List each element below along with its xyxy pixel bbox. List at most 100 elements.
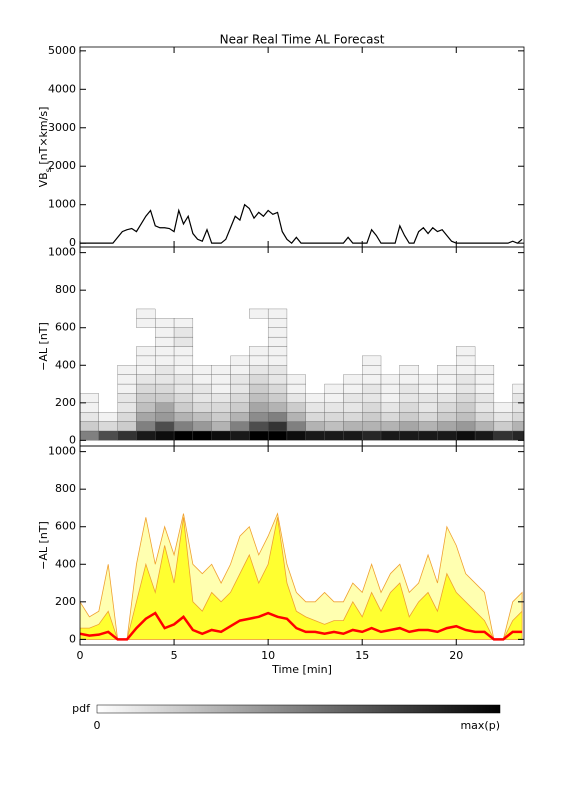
- heatmap-cell: [399, 393, 419, 403]
- heatmap-cell: [399, 402, 419, 413]
- heatmap-cell: [193, 356, 212, 365]
- heatmap-cell: [493, 430, 513, 441]
- heatmap-cell: [474, 383, 495, 394]
- heatmap-cell: [155, 383, 175, 394]
- heatmap-cell: [437, 347, 456, 356]
- heatmap-cell: [400, 318, 419, 327]
- heatmap-cell: [456, 346, 476, 357]
- heatmap-cell: [230, 365, 250, 375]
- heatmap-cell: [192, 393, 212, 403]
- heatmap-cell: [381, 318, 400, 327]
- heatmap-cell: [437, 383, 457, 394]
- heatmap-cell: [362, 318, 381, 327]
- heatmap-cell: [399, 421, 419, 432]
- heatmap-cell: [136, 421, 156, 432]
- heatmap-cell: [474, 402, 495, 413]
- heatmap-cell: [437, 393, 457, 403]
- heatmap-cell: [230, 374, 250, 385]
- heatmap-cell: [267, 318, 288, 328]
- heatmap-cell: [211, 393, 231, 403]
- heatmap-cell: [211, 402, 231, 413]
- heatmap-cell: [118, 356, 137, 365]
- heatmap-cell: [513, 318, 532, 327]
- heatmap-cell: [305, 402, 325, 413]
- heatmap-cell: [99, 375, 118, 384]
- heatmap-cell: [192, 365, 212, 375]
- heatmap-cell: [249, 337, 268, 346]
- heatmap-cell: [324, 430, 344, 441]
- heatmap-cell: [267, 355, 288, 366]
- heatmap-cell: [155, 374, 175, 385]
- heatmap-cell: [267, 412, 288, 422]
- heatmap-cell: [212, 347, 231, 356]
- x-tick-label: 10: [261, 649, 275, 662]
- heatmap-cell: [494, 347, 513, 356]
- heatmap-cell: [475, 328, 494, 337]
- chart-title: Near Real Time AL Forecast: [220, 33, 385, 47]
- heatmap-cell: [456, 328, 475, 337]
- heatmap-cell: [474, 430, 495, 441]
- heatmap-cell: [136, 308, 156, 319]
- heatmap-cell: [286, 374, 306, 385]
- heatmap-cell: [381, 347, 400, 356]
- heatmap-cell: [249, 430, 269, 441]
- heatmap-cell: [212, 337, 231, 346]
- y-tick-label: 1000: [48, 198, 76, 211]
- y-tick-label: 600: [55, 321, 76, 334]
- heatmap-cell: [267, 421, 288, 432]
- heatmap-cell: [456, 365, 476, 375]
- heatmap-cell: [494, 384, 513, 393]
- heatmap-cell: [118, 337, 137, 346]
- band-area: [80, 517, 523, 640]
- heatmap-cell: [173, 421, 194, 432]
- heatmap-cell: [80, 337, 99, 346]
- heatmap-cell: [117, 402, 137, 413]
- heatmap-cell: [174, 309, 193, 318]
- heatmap-cell: [249, 346, 269, 357]
- heatmap-cell: [494, 309, 513, 318]
- heatmap-cell: [173, 336, 194, 347]
- heatmap-cell: [381, 328, 400, 337]
- y-tick-label: 4000: [48, 82, 76, 95]
- heatmap-cell: [306, 375, 325, 384]
- median-line: [80, 611, 523, 641]
- heatmap-cell: [286, 402, 306, 413]
- heatmap-cell: [230, 355, 250, 366]
- heatmap-cell: [287, 328, 306, 337]
- heatmap-cell: [437, 412, 457, 422]
- heatmap-cell: [437, 430, 457, 441]
- heatmap-cell: [400, 337, 419, 346]
- heatmap-cell: [456, 402, 476, 413]
- heatmap-cell: [513, 309, 532, 318]
- heatmap-cell: [324, 412, 344, 422]
- heatmap-cell: [231, 337, 250, 346]
- heatmap-cell: [211, 374, 231, 385]
- y-axis-label-part: −AL [nT]: [37, 322, 50, 371]
- x-tick-label: 20: [449, 649, 463, 662]
- heatmap-cell: [513, 365, 532, 374]
- heatmap-cell: [475, 356, 494, 365]
- heatmap-cell: [399, 365, 419, 375]
- heatmap-cell: [80, 375, 99, 384]
- heatmap-cell: [494, 393, 513, 402]
- y-tick-label: 0: [69, 236, 76, 249]
- heatmap-cell: [267, 308, 288, 319]
- heatmap-cell: [287, 356, 306, 365]
- heatmap-cell: [513, 328, 532, 337]
- heatmap-cell: [155, 365, 175, 375]
- y-tick-label: 5000: [48, 44, 76, 57]
- heatmap-cell: [494, 328, 513, 337]
- heatmap-cell: [80, 430, 99, 441]
- heatmap-cell: [173, 430, 194, 441]
- heatmap-cell: [136, 337, 155, 346]
- heatmap-cell: [155, 430, 175, 441]
- heatmap-cell: [286, 412, 306, 422]
- heatmap-cell: [306, 356, 325, 365]
- heatmap-cell: [155, 412, 175, 422]
- heatmap-cell: [136, 355, 156, 366]
- y-tick-label: 800: [55, 283, 76, 296]
- heatmap-cell: [305, 393, 325, 403]
- heatmap-cell: [99, 318, 118, 327]
- heatmap-cell: [306, 337, 325, 346]
- heatmap-cell: [306, 328, 325, 337]
